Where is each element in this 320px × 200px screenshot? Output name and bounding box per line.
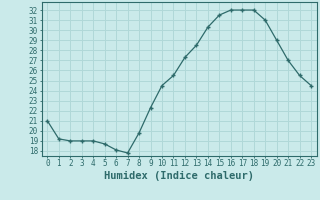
X-axis label: Humidex (Indice chaleur): Humidex (Indice chaleur) <box>104 171 254 181</box>
